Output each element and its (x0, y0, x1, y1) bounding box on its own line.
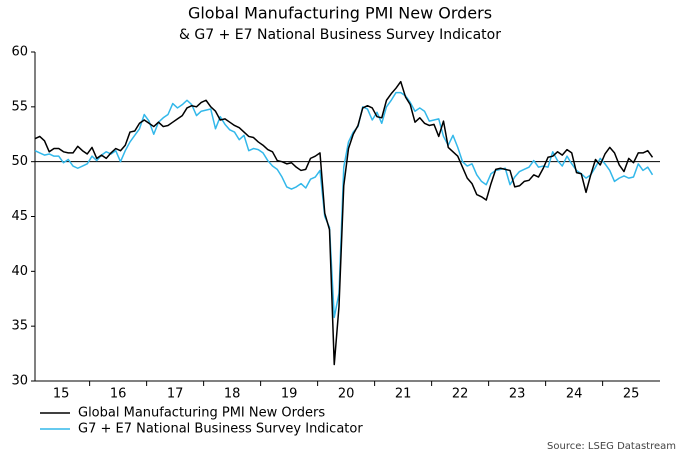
x-tick-label: 21 (395, 387, 412, 402)
series-line (34, 80, 654, 366)
chart-subtitle: & G7 + E7 National Business Survey Indic… (179, 27, 501, 43)
y-tick-label: 30 (11, 374, 28, 389)
x-tick-label: 16 (110, 387, 127, 402)
x-tick-label: 24 (566, 387, 583, 402)
x-tick-label: 22 (452, 387, 469, 402)
y-tick-label: 60 (11, 45, 28, 60)
chart-title: Global Manufacturing PMI New Orders (188, 4, 492, 23)
y-tick-label: 40 (11, 264, 28, 279)
y-tick-label: 55 (11, 99, 28, 114)
x-tick-label: 20 (338, 387, 355, 402)
x-tick-label: 25 (623, 387, 640, 402)
y-tick-label: 50 (11, 154, 28, 169)
x-tick-label: 17 (167, 387, 184, 402)
y-tick-label: 45 (11, 209, 28, 224)
x-tick-label: 15 (53, 387, 70, 402)
series-line (34, 91, 654, 319)
x-tick-label: 23 (509, 387, 526, 402)
legend-label: G7 + E7 National Business Survey Indicat… (78, 422, 363, 437)
x-tick-label: 19 (281, 387, 298, 402)
legend-label: Global Manufacturing PMI New Orders (78, 406, 325, 421)
source-note: Source: LSEG Datastream (547, 441, 676, 452)
y-tick-label: 35 (11, 319, 28, 334)
x-tick-label: 18 (224, 387, 241, 402)
